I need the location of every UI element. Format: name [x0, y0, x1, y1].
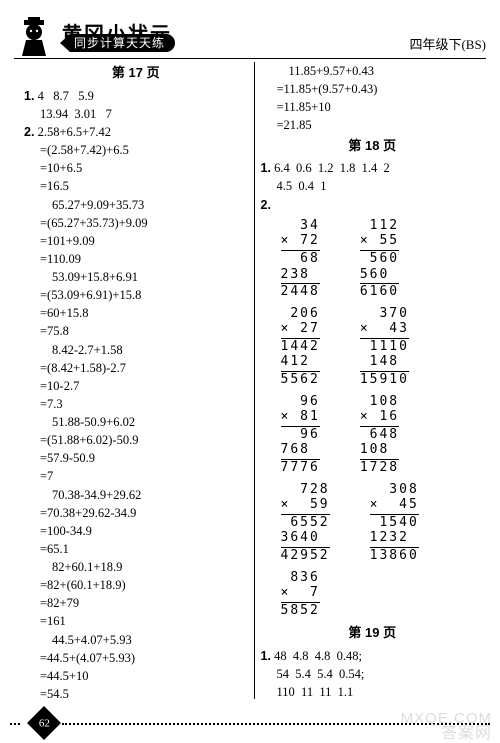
mul-row: 206× 271442412 5562 370× 431110148 15910	[281, 306, 485, 388]
vertical-multiplication: 370× 431110148 15910	[360, 306, 409, 388]
q1-values: 4 8.7 5.9	[38, 89, 94, 103]
vertical-multiplication: 108× 16648108 1728	[360, 394, 399, 476]
p18-q1-l1: 6.4 0.6 1.2 1.8 1.4 2	[274, 161, 390, 175]
vertical-multiplication: 836× 75852	[281, 570, 320, 619]
page18-label: 第 18 页	[261, 137, 485, 156]
p19-q1: 1. 48 4.8 4.8 0.48;	[261, 647, 485, 665]
left-block-line: =54.5	[24, 685, 248, 703]
grade-label: 四年级下(BS)	[409, 34, 486, 53]
left-block-line: =100-34.9	[24, 522, 248, 540]
p18-q2-label: 2.	[261, 196, 485, 214]
q2-label: 2.	[24, 125, 34, 139]
left-block-line: =7	[24, 467, 248, 485]
page: 黄冈小状元 同步计算天天练 四年级下(BS) 第 17 页 1. 4 8.7 5…	[0, 0, 500, 743]
subtitle-bar: 同步计算天天练	[60, 34, 175, 52]
left-block-head: 51.88-50.9+6.02	[24, 413, 248, 431]
subtitle-lead-shape	[60, 34, 70, 52]
right-column: 11.85+9.57+0.43 =11.85+(9.57+0.43) =11.8…	[255, 62, 491, 699]
p19-q1-l2: 54 5.4 5.4 0.54;	[261, 665, 485, 683]
left-block-line: =82+79	[24, 594, 248, 612]
mul-row: 34× 7268238 2448 112× 55560560 6160	[281, 218, 485, 300]
left-blocks: =(2.58+7.42)+6.5=10+6.5=16.565.27+9.09+3…	[24, 141, 248, 703]
content-columns: 第 17 页 1. 4 8.7 5.9 13.94 3.01 7 2. 2.58…	[18, 62, 490, 699]
vertical-multiplication: 206× 271442412 5562	[281, 306, 320, 388]
p18-q1-l2: 4.5 0.4 1	[261, 177, 485, 195]
mul-row: 728× 5965523640 42952 308× 4515401232 138…	[281, 482, 485, 564]
vertical-multiplication: 728× 5965523640 42952	[281, 482, 330, 564]
p19-q1-l1: 48 4.8 4.8 0.48;	[274, 649, 362, 663]
rtop-l0: =11.85+(9.57+0.43)	[261, 80, 485, 98]
left-block-line: =10-2.7	[24, 377, 248, 395]
left-block-head: 8.42-2.7+1.58	[24, 341, 248, 359]
footer: 62	[10, 711, 490, 735]
left-block-line: =65.1	[24, 540, 248, 558]
left-block-line: =57.9-50.9	[24, 449, 248, 467]
left-block-head: 65.27+9.09+35.73	[24, 196, 248, 214]
footer-dots	[62, 722, 490, 725]
left-block-head: 70.38-34.9+29.62	[24, 486, 248, 504]
q2: 2. 2.58+6.5+7.42	[24, 123, 248, 141]
page17-label: 第 17 页	[24, 64, 248, 83]
footer-dots-left	[10, 722, 20, 725]
left-block-line: =(51.88+6.02)-50.9	[24, 431, 248, 449]
q1: 1. 4 8.7 5.9	[24, 87, 248, 105]
q2b0-head: 2.58+6.5+7.42	[38, 125, 111, 139]
left-block-head: 53.09+15.8+6.91	[24, 268, 248, 286]
left-block-line: =44.5+(4.07+5.93)	[24, 649, 248, 667]
p18-q1-label: 1.	[261, 161, 271, 175]
left-block-line: =75.8	[24, 322, 248, 340]
vertical-multiplication: 34× 7268238 2448	[281, 218, 320, 300]
q1-label: 1.	[24, 89, 34, 103]
left-block-line: =7.3	[24, 395, 248, 413]
left-block-line: =70.38+29.62-34.9	[24, 504, 248, 522]
vertical-multiplication: 112× 55560560 6160	[360, 218, 399, 300]
vertical-multiplication: 96× 8196768 7776	[281, 394, 320, 476]
mascot-icon	[12, 16, 56, 60]
left-block-head: 44.5+4.07+5.93	[24, 631, 248, 649]
left-block-line: =101+9.09	[24, 232, 248, 250]
left-block-line: =(65.27+35.73)+9.09	[24, 214, 248, 232]
left-block-line: =161	[24, 612, 248, 630]
mul-row: 96× 8196768 7776 108× 16648108 1728	[281, 394, 485, 476]
left-block-line: =60+15.8	[24, 304, 248, 322]
left-column: 第 17 页 1. 4 8.7 5.9 13.94 3.01 7 2. 2.58…	[18, 62, 255, 699]
rtop-head: 11.85+9.57+0.43	[261, 62, 485, 80]
p19-q1-l3: 110 11 11 1.1	[261, 683, 485, 701]
left-block-line: =(2.58+7.42)+6.5	[24, 141, 248, 159]
left-block-line: =(53.09+6.91)+15.8	[24, 286, 248, 304]
page19-label: 第 19 页	[261, 624, 485, 643]
header-separator	[14, 56, 486, 59]
rtop-l1: =11.85+10	[261, 98, 485, 116]
left-block-line: =(8.42+1.58)-2.7	[24, 359, 248, 377]
left-block-line: =16.5	[24, 177, 248, 195]
left-block-head: 82+60.1+18.9	[24, 558, 248, 576]
mul-row: 836× 75852	[281, 570, 485, 619]
vertical-multiplication: 308× 4515401232 13860	[370, 482, 419, 564]
left-block-line: =44.5+10	[24, 667, 248, 685]
page-number: 62	[39, 717, 50, 729]
p19-q1-label: 1.	[261, 649, 271, 663]
left-block-line: =82+(60.1+18.9)	[24, 576, 248, 594]
rtop-l2: =21.85	[261, 116, 485, 134]
q1-line2: 13.94 3.01 7	[24, 105, 248, 123]
left-block-line: =10+6.5	[24, 159, 248, 177]
multiplication-grid: 34× 7268238 2448 112× 55560560 6160 206× 2…	[261, 218, 485, 619]
subtitle-text: 同步计算天天练	[70, 34, 175, 52]
left-block-line: =110.09	[24, 250, 248, 268]
p18-q1: 1. 6.4 0.6 1.2 1.8 1.4 2	[261, 159, 485, 177]
page-number-diamond: 62	[27, 706, 61, 740]
